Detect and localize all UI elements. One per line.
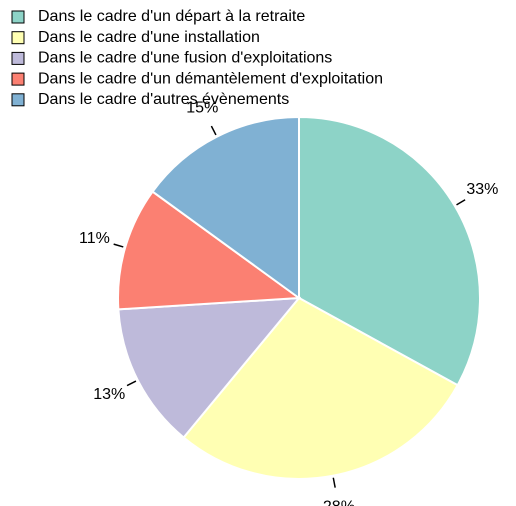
pie-slice — [117, 190, 302, 311]
slice-label: 33% — [466, 181, 498, 198]
label-tick — [456, 199, 466, 206]
pie-slice — [298, 115, 481, 387]
legend-swatch — [11, 51, 25, 65]
label-tick — [210, 125, 217, 136]
slice-label: 13% — [93, 386, 125, 403]
slice-label: 15% — [186, 99, 218, 116]
label-tick — [332, 477, 336, 488]
legend-label: Dans le cadre d'un départ à la retraite — [38, 8, 305, 25]
pie-slice — [151, 115, 300, 300]
slice-label: 11% — [79, 230, 110, 247]
pie-slice — [182, 296, 459, 480]
label-tick — [126, 380, 137, 387]
legend-swatch — [11, 10, 25, 24]
slice-label: 28% — [323, 498, 355, 506]
legend-swatch — [11, 72, 25, 86]
legend-swatch — [11, 93, 25, 107]
legend-label: Dans le cadre d'autres évènements — [38, 91, 289, 108]
label-tick — [113, 243, 124, 248]
legend-label: Dans le cadre d'une installation — [38, 29, 260, 46]
legend-label: Dans le cadre d'un démantèlement d'explo… — [38, 70, 383, 87]
legend-label: Dans le cadre d'une fusion d'exploitatio… — [38, 50, 332, 67]
pie-slice — [117, 296, 302, 439]
legend-swatch — [11, 31, 25, 45]
